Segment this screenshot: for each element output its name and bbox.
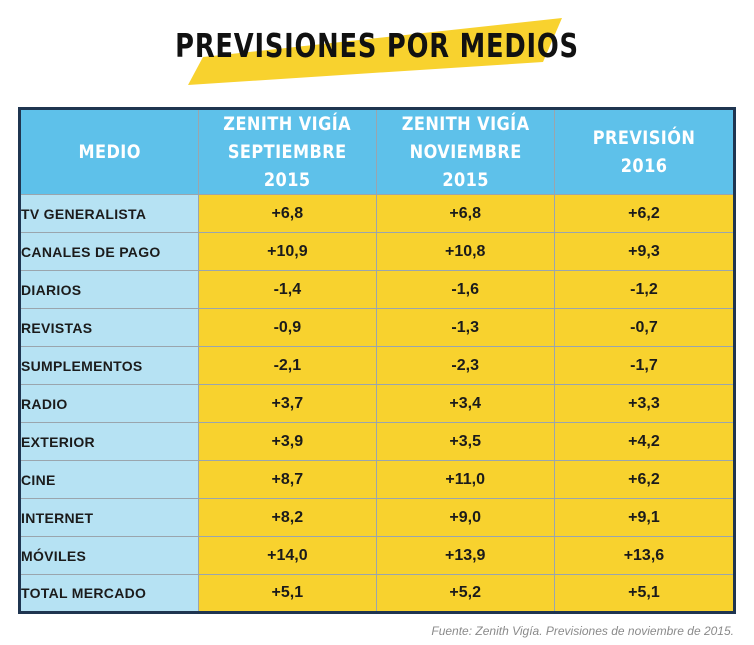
page-title: PREVISIONES POR MEDIOS — [175, 26, 579, 65]
title-banner: PREVISIONES POR MEDIOS — [0, 0, 754, 100]
table-header-row: MEDIO ZENITH VIGÍA SEPTIEMBRE 2015 ZENITH V… — [18, 108, 736, 195]
medio-label: SUMPLEMENTOS — [18, 346, 200, 385]
value-cell: -1,7 — [553, 346, 736, 385]
medio-label: TV GENERALISTA — [18, 194, 200, 233]
column-header: MEDIO — [18, 108, 200, 195]
value-cell: +6,8 — [198, 194, 377, 233]
source-note: Fuente: Zenith Vigía. Previsiones de nov… — [431, 624, 734, 638]
table-row: RADIO +3,7 +3,4 +3,3 — [18, 384, 736, 423]
value-cell: +3,4 — [375, 384, 555, 423]
column-header: PREVISIÓN 2016 — [553, 108, 736, 195]
medio-label: MÓVILES — [18, 536, 200, 575]
medio-label: EXTERIOR — [18, 422, 200, 461]
value-cell: +6,8 — [375, 194, 555, 233]
value-cell: +5,1 — [553, 574, 736, 613]
column-header-line: PREVISIÓN 2016 — [592, 127, 696, 177]
value-cell: +13,6 — [553, 536, 736, 575]
value-cell: +9,0 — [375, 498, 555, 537]
value-cell: -1,4 — [198, 270, 377, 309]
column-header-line: SEPTIEMBRE 2015 — [228, 141, 347, 191]
medio-label: RADIO — [18, 384, 200, 423]
value-cell: +6,2 — [553, 194, 736, 233]
title-accent-band — [188, 18, 562, 85]
value-cell: -1,3 — [375, 308, 555, 347]
medio-label: DIARIOS — [18, 270, 200, 309]
table-row: TOTAL MERCADO +5,1 +5,2 +5,1 — [18, 574, 736, 613]
value-cell: -1,2 — [553, 270, 736, 309]
value-cell: +8,7 — [198, 460, 377, 499]
value-cell: +10,9 — [198, 232, 377, 271]
value-cell: +9,1 — [553, 498, 736, 537]
value-cell: +8,2 — [198, 498, 377, 537]
value-cell: -0,9 — [198, 308, 377, 347]
table-row: DIARIOS -1,4 -1,6 -1,2 — [18, 270, 736, 309]
value-cell: -0,7 — [553, 308, 736, 347]
value-cell: +4,2 — [553, 422, 736, 461]
column-header-line: NOVIEMBRE 2015 — [409, 141, 522, 191]
forecast-table: MEDIO ZENITH VIGÍA SEPTIEMBRE 2015 ZENITH V… — [18, 107, 736, 614]
value-cell: +10,8 — [375, 232, 555, 271]
value-cell: -1,6 — [375, 270, 555, 309]
medio-label: INTERNET — [18, 498, 200, 537]
column-header-line: ZENITH VIGÍA — [223, 113, 352, 135]
medio-label: REVISTAS — [18, 308, 200, 347]
value-cell: +5,1 — [198, 574, 377, 613]
medio-label: TOTAL MERCADO — [18, 574, 200, 613]
value-cell: +14,0 — [198, 536, 377, 575]
column-header-line: MEDIO — [78, 141, 141, 163]
value-cell: +3,9 — [198, 422, 377, 461]
table-row: MÓVILES +14,0 +13,9 +13,6 — [18, 536, 736, 575]
value-cell: -2,1 — [198, 346, 377, 385]
column-header: ZENITH VIGÍA SEPTIEMBRE 2015 — [198, 108, 377, 195]
table-row: TV GENERALISTA +6,8 +6,8 +6,2 — [18, 194, 736, 233]
value-cell: +13,9 — [375, 536, 555, 575]
value-cell: -2,3 — [375, 346, 555, 385]
table-row: EXTERIOR +3,9 +3,5 +4,2 — [18, 422, 736, 461]
value-cell: +5,2 — [375, 574, 555, 613]
value-cell: +6,2 — [553, 460, 736, 499]
table-row: REVISTAS -0,9 -1,3 -0,7 — [18, 308, 736, 347]
table-row: SUMPLEMENTOS -2,1 -2,3 -1,7 — [18, 346, 736, 385]
column-header-line: ZENITH VIGÍA — [401, 113, 530, 135]
value-cell: +3,7 — [198, 384, 377, 423]
medio-label: CINE — [18, 460, 200, 499]
table-row: CANALES DE PAGO +10,9 +10,8 +9,3 — [18, 232, 736, 271]
value-cell: +11,0 — [375, 460, 555, 499]
value-cell: +9,3 — [553, 232, 736, 271]
medio-label: CANALES DE PAGO — [18, 232, 200, 271]
column-header: ZENITH VIGÍA NOVIEMBRE 2015 — [375, 108, 555, 195]
table-row: CINE +8,7 +11,0 +6,2 — [18, 460, 736, 499]
table-row: INTERNET +8,2 +9,0 +9,1 — [18, 498, 736, 537]
value-cell: +3,3 — [553, 384, 736, 423]
value-cell: +3,5 — [375, 422, 555, 461]
